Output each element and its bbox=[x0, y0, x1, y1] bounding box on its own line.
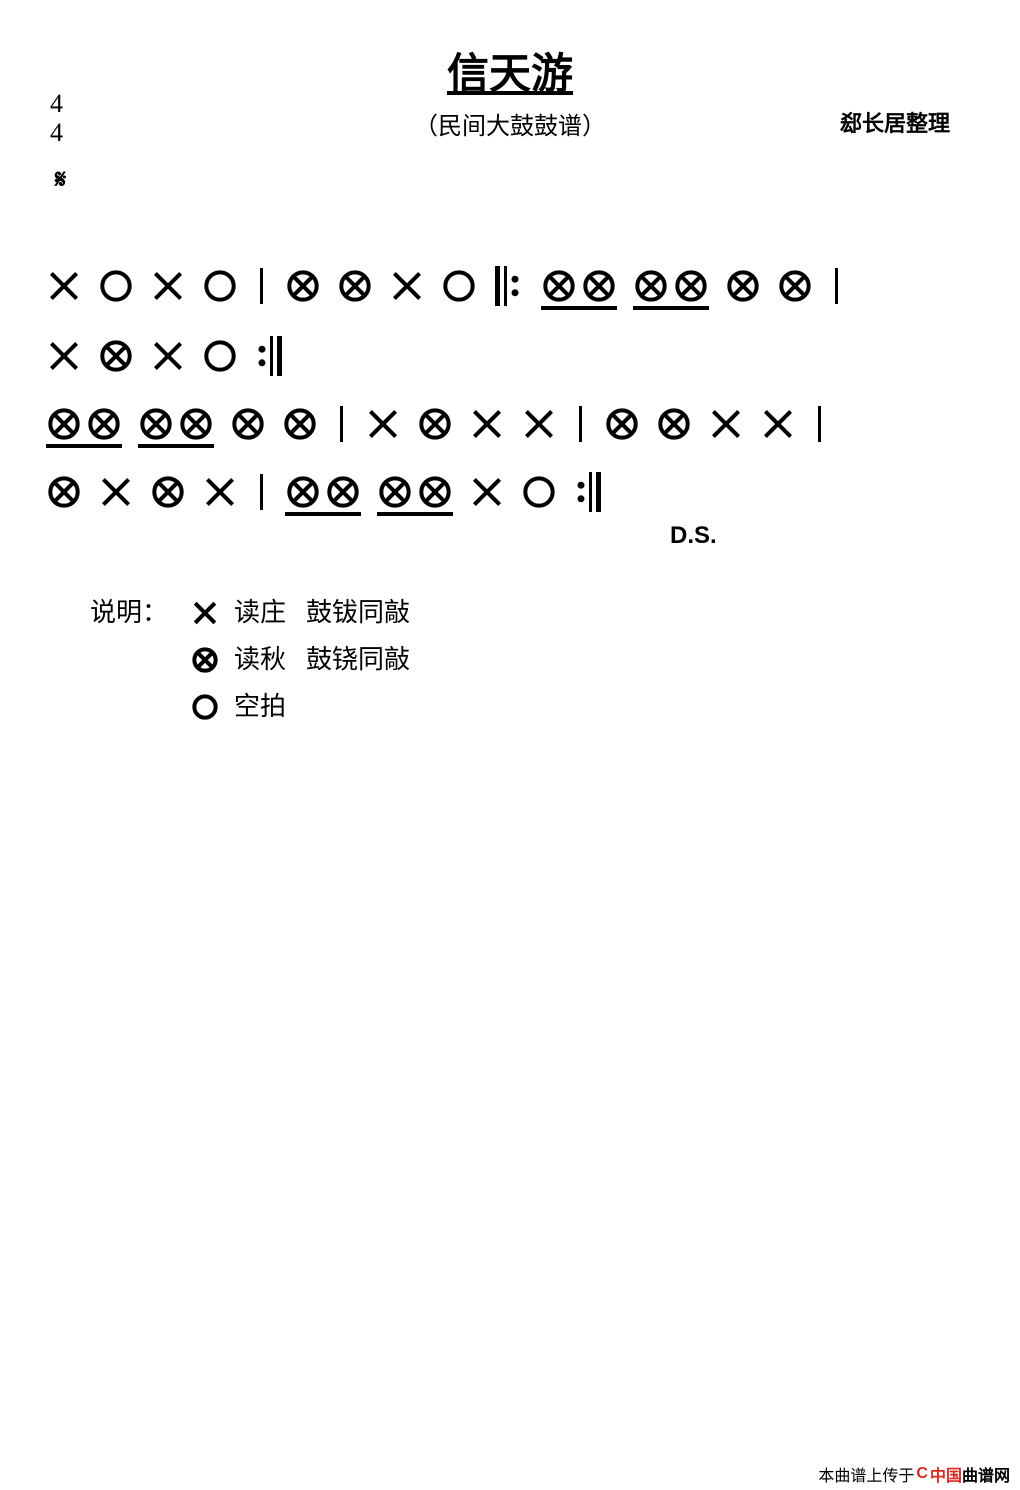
note-ox bbox=[417, 474, 453, 510]
note-ox bbox=[46, 474, 82, 510]
note-x bbox=[150, 268, 186, 304]
note-ox bbox=[377, 474, 413, 510]
legend-read-2: 空拍 bbox=[234, 684, 286, 731]
legend-read-0: 读庄 bbox=[234, 590, 286, 637]
legend-sym-o bbox=[180, 693, 230, 721]
legend-sym-x bbox=[180, 599, 230, 627]
time-sig-top: 4 bbox=[50, 90, 63, 119]
note-x bbox=[150, 338, 186, 374]
note-ox bbox=[337, 268, 373, 304]
note-x bbox=[469, 406, 505, 442]
footer-brand: 中国曲谱网 bbox=[930, 1462, 1010, 1486]
note-ox bbox=[541, 268, 577, 304]
beam-group bbox=[631, 268, 711, 304]
barline bbox=[818, 406, 821, 442]
note-ox bbox=[656, 406, 692, 442]
repeat-end bbox=[256, 336, 284, 376]
note-ox bbox=[285, 474, 321, 510]
legend-desc-0: 鼓钹同敲 bbox=[306, 590, 410, 637]
note-o bbox=[98, 268, 134, 304]
notation-line bbox=[30, 266, 990, 306]
segno-mark: 𝄋 bbox=[55, 165, 66, 196]
time-signature: 4 4 bbox=[50, 90, 63, 147]
page-title: 信天游 bbox=[447, 40, 573, 101]
barline bbox=[260, 474, 263, 510]
footer-logo-icon: C bbox=[916, 1465, 928, 1483]
note-ox bbox=[282, 406, 318, 442]
note-ox bbox=[86, 406, 122, 442]
note-x bbox=[46, 338, 82, 374]
barline bbox=[579, 406, 582, 442]
beam-group bbox=[136, 406, 216, 442]
note-ox bbox=[777, 268, 813, 304]
note-ox bbox=[325, 474, 361, 510]
legend: 说明： 读庄 鼓钹同敲 读秋 鼓铙同敲 空拍 bbox=[90, 590, 990, 730]
notation-body bbox=[30, 266, 990, 512]
note-x bbox=[46, 268, 82, 304]
note-o bbox=[202, 268, 238, 304]
legend-label: 说明： bbox=[90, 590, 180, 637]
legend-read-1: 读秋 bbox=[234, 637, 286, 684]
subtitle: （民间大鼓鼓谱） bbox=[414, 106, 606, 141]
note-ox bbox=[98, 338, 134, 374]
barline bbox=[260, 268, 263, 304]
footer-brand-accent: 中国 bbox=[930, 1468, 962, 1485]
note-o bbox=[521, 474, 557, 510]
beam-group bbox=[283, 474, 363, 510]
note-o bbox=[441, 268, 477, 304]
note-x bbox=[202, 474, 238, 510]
barline bbox=[340, 406, 343, 442]
beam-group bbox=[375, 474, 455, 510]
repeat-end bbox=[575, 472, 603, 512]
note-x bbox=[708, 406, 744, 442]
repeat-start bbox=[495, 266, 523, 306]
note-x bbox=[521, 406, 557, 442]
barline bbox=[835, 268, 838, 304]
note-x bbox=[469, 474, 505, 510]
ds-marker: D.S. bbox=[670, 522, 990, 550]
legend-desc-1: 鼓铙同敲 bbox=[306, 637, 410, 684]
note-o bbox=[202, 338, 238, 374]
note-ox bbox=[285, 268, 321, 304]
note-ox bbox=[417, 406, 453, 442]
notation-line bbox=[30, 336, 990, 376]
footer-credit: 本曲谱上传于 C 中国曲谱网 bbox=[818, 1462, 1010, 1486]
arranger-credit: 郄长居整理 bbox=[840, 106, 950, 138]
note-ox bbox=[581, 268, 617, 304]
note-ox bbox=[138, 406, 174, 442]
note-ox bbox=[604, 406, 640, 442]
note-x bbox=[365, 406, 401, 442]
note-x bbox=[389, 268, 425, 304]
time-sig-bottom: 4 bbox=[50, 119, 63, 148]
footer-brand-rest: 曲谱网 bbox=[962, 1468, 1010, 1485]
note-ox bbox=[178, 406, 214, 442]
note-x bbox=[760, 406, 796, 442]
legend-sym-ox bbox=[180, 646, 230, 674]
note-ox bbox=[725, 268, 761, 304]
note-ox bbox=[673, 268, 709, 304]
notation-line bbox=[30, 472, 990, 512]
notation-line bbox=[30, 406, 990, 442]
note-x bbox=[98, 474, 134, 510]
beam-group bbox=[44, 406, 124, 442]
note-ox bbox=[46, 406, 82, 442]
note-ox bbox=[633, 268, 669, 304]
beam-group bbox=[539, 268, 619, 304]
note-ox bbox=[150, 474, 186, 510]
footer-prefix: 本曲谱上传于 bbox=[818, 1462, 914, 1486]
note-ox bbox=[230, 406, 266, 442]
